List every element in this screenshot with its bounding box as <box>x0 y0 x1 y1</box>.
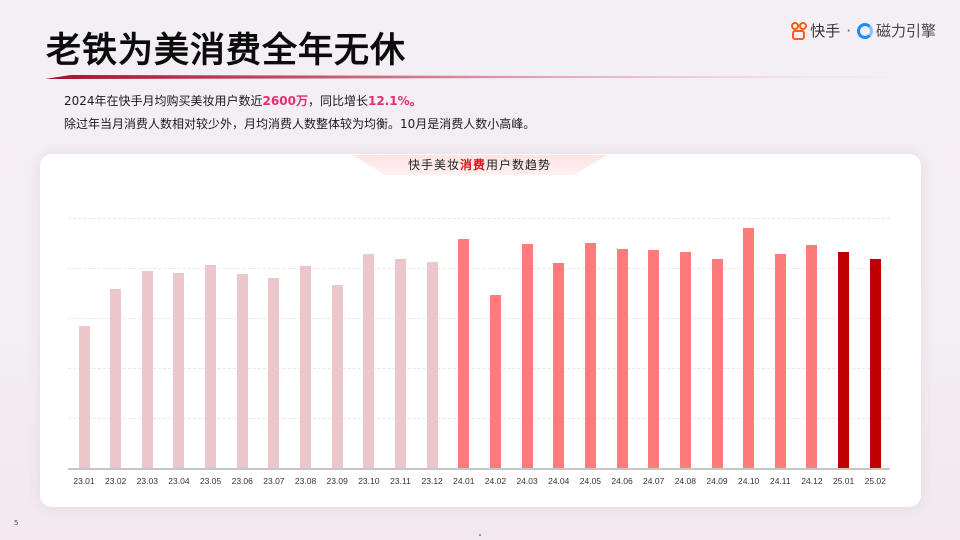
bar-23.01 <box>78 326 90 468</box>
x-tick-label: 24.01 <box>453 476 475 486</box>
bar-24.12 <box>806 245 818 468</box>
x-tick-label: 23.05 <box>199 476 222 486</box>
x-tick-label: 24.06 <box>611 476 633 486</box>
description-line-2: 除过年当月消费人数相对较少外，月均消费人数整体较为均衡。10月是消费人数小高峰。 <box>64 117 536 131</box>
bar-chart-plot: 23.01 23.02 23.03 23.04 23.05 23.06 23.07 23.08… <box>68 218 890 486</box>
bar-24.05 <box>584 243 596 468</box>
logo-product-text: 磁力引擎 <box>875 22 936 40</box>
chart-title-highlight: 消费 <box>459 158 486 172</box>
bar-23.07 <box>268 278 280 468</box>
bar-23.02 <box>110 289 122 468</box>
chart-title-prefix: 快手美妆 <box>407 158 460 172</box>
bar-24.06 <box>616 249 628 468</box>
x-tick-label: 23.09 <box>326 476 348 486</box>
desc-text: 。 <box>409 94 422 108</box>
bar-24.02 <box>489 295 501 468</box>
x-tick-label: 24.11 <box>769 476 791 486</box>
bar-24.09 <box>711 259 723 468</box>
bar-23.10 <box>363 254 375 468</box>
x-tick-label: 23.04 <box>168 476 190 486</box>
chart-title-suffix: 用户数趋势 <box>486 158 552 172</box>
x-tick-label: 24.10 <box>738 476 760 486</box>
logo-separator: · <box>846 21 851 40</box>
gridline <box>68 418 890 419</box>
bar-23.06 <box>236 274 248 468</box>
x-tick-label: 23.11 <box>390 476 411 486</box>
bar-23.09 <box>331 285 343 468</box>
x-tick-label: 25.01 <box>832 476 855 486</box>
gridline <box>68 218 890 219</box>
bar-24.10 <box>743 228 755 468</box>
x-tick-label: 23.07 <box>263 476 285 486</box>
chart-title-banner <box>352 155 607 175</box>
bar-23.03 <box>141 271 153 468</box>
bar-24.01 <box>458 239 470 468</box>
decorative-dot <box>479 534 481 536</box>
chart-title: 快手美妆消费用户数趋势 <box>352 156 607 173</box>
page-number: 5 <box>14 519 19 527</box>
description: 2024年在快手月均购买美妆用户数近2600万，同比增长12.1%。 除过年当月… <box>64 90 535 136</box>
gridline <box>68 368 890 369</box>
gridline <box>68 318 890 319</box>
x-tick-label: 24.04 <box>548 476 570 486</box>
brand-logo: 快手 · 磁力引擎 <box>791 20 936 41</box>
x-axis-line <box>68 468 890 470</box>
x-tick-label: 23.12 <box>421 476 443 486</box>
chart-card: 快手美妆消费用户数趋势 23.01 23.02 23.03 23.04 23.05 23.… <box>40 154 921 507</box>
bar-25.02 <box>869 259 881 468</box>
bar-25.01 <box>838 252 850 468</box>
bar-23.08 <box>300 266 312 468</box>
x-tick-label: 25.02 <box>864 476 886 486</box>
x-tick-label: 23.03 <box>136 476 158 486</box>
page-title: 老铁为美消费全年无休 <box>46 31 407 71</box>
x-tick-label: 23.02 <box>105 476 127 486</box>
gridline <box>68 268 890 269</box>
cili-engine-logo-icon <box>856 22 873 39</box>
kuaishou-logo-icon <box>791 21 808 40</box>
bar-23.04 <box>173 273 185 468</box>
x-tick-label: 23.08 <box>294 476 317 486</box>
desc-text: 2024年在快手月均购买美妆用户数近 <box>64 94 263 108</box>
x-tick-label: 24.03 <box>516 476 538 486</box>
x-tick-label: 24.05 <box>579 476 602 486</box>
x-tick-label: 24.02 <box>484 476 507 486</box>
bar-23.11 <box>395 259 406 468</box>
x-tick-label: 24.08 <box>674 476 696 486</box>
description-line-1: 2024年在快手月均购买美妆用户数近2600万，同比增长12.1%。 <box>64 90 535 113</box>
x-tick-label: 23.06 <box>231 476 253 486</box>
highlight-growth-rate: 12.1% <box>367 94 410 108</box>
highlight-user-count: 2600万 <box>262 94 308 108</box>
bar-24.11 <box>774 254 786 468</box>
x-tick-label: 23.10 <box>358 476 380 486</box>
x-tick-label: 23.01 <box>73 476 95 486</box>
desc-text: ，同比增长 <box>307 94 368 108</box>
x-tick-label: 24.12 <box>801 476 823 486</box>
title-divider <box>45 75 895 79</box>
bar-24.03 <box>521 244 533 468</box>
bar-23.05 <box>205 265 217 468</box>
logo-brand-text: 快手 <box>810 22 841 40</box>
bar-24.08 <box>679 252 691 468</box>
bar-24.07 <box>648 250 660 468</box>
x-tick-label: 24.09 <box>706 476 728 486</box>
bar-23.12 <box>426 262 438 468</box>
bar-24.04 <box>553 263 565 468</box>
x-tick-label: 24.07 <box>643 476 665 486</box>
